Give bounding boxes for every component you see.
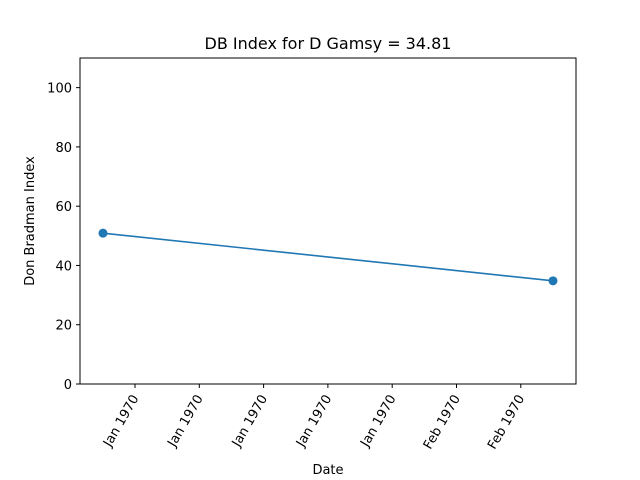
x-tick-label: Jan 1970	[229, 393, 271, 451]
x-tick-label: Jan 1970	[293, 393, 335, 451]
y-tick-label: 60	[55, 200, 72, 215]
x-tick-label: Jan 1970	[165, 393, 207, 451]
x-axis: Jan 1970 Jan 1970 Jan 1970 Jan 1970 Jan 1970…	[100, 384, 528, 452]
y-axis: 0 20 40 60 80 100	[47, 82, 80, 393]
series-line	[102, 232, 554, 282]
y-tick-label: 20	[55, 319, 72, 334]
y-tick-label: 40	[55, 259, 72, 274]
plot-area	[79, 57, 577, 385]
y-tick-label: 100	[47, 82, 72, 97]
data-point	[98, 228, 108, 238]
series-group	[98, 228, 558, 286]
data-point	[548, 276, 558, 286]
y-tick-label: 0	[64, 378, 72, 393]
y-tick-label: 80	[55, 141, 72, 156]
x-tick-label: Jan 1970	[358, 393, 400, 451]
x-axis-label: Date	[312, 463, 343, 478]
x-tick-label: Jan 1970	[100, 393, 142, 451]
y-axis-label: Don Bradman Index	[23, 156, 38, 286]
x-tick-label: Feb 1970	[421, 393, 464, 453]
x-tick-label: Feb 1970	[485, 393, 528, 453]
chart-title: DB Index for D Gamsy = 34.81	[205, 34, 452, 53]
